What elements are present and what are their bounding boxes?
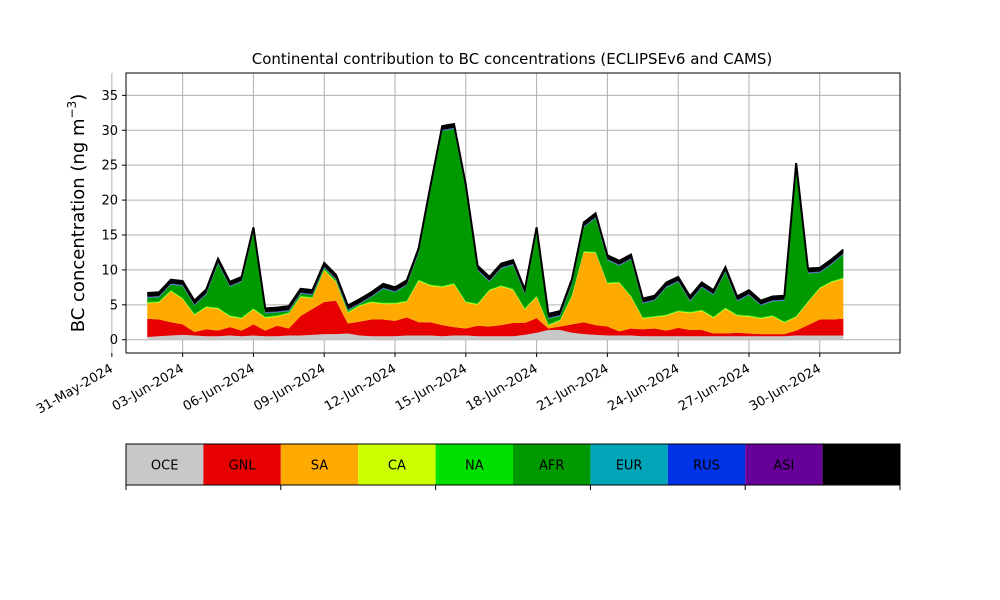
legend-swatch-afr xyxy=(513,444,591,485)
color-legend: OCE GNL SA CA NA AFR EUR RUS ASI AUS xyxy=(125,443,901,490)
x-tick-label: 15-Jun-2024 xyxy=(393,361,470,414)
legend-label: ASI xyxy=(773,459,794,474)
x-tick-label: 24-Jun-2024 xyxy=(605,361,682,414)
legend-label: AUS xyxy=(848,459,875,474)
y-axis-ticks: 0 5 10 15 20 25 30 35 xyxy=(101,89,126,348)
total-outline xyxy=(147,122,845,316)
area-ca xyxy=(147,251,844,326)
y-axis-label: BC concentration (ng m−3) xyxy=(65,94,89,333)
x-tick-label: 31-May-2024 xyxy=(34,361,116,417)
legend-label: EUR xyxy=(616,459,643,474)
x-tick-label: 21-Jun-2024 xyxy=(535,361,612,414)
y-tick-label: 25 xyxy=(101,159,118,174)
legend-swatch-sa xyxy=(280,444,359,485)
x-tick-label: 18-Jun-2024 xyxy=(464,361,541,414)
legend-label: AFR xyxy=(539,459,564,474)
area-sa xyxy=(147,252,844,335)
y-tick-label: 10 xyxy=(101,263,118,278)
area-aus xyxy=(147,123,844,318)
stacked-areas xyxy=(147,122,845,340)
legend-swatch-oce xyxy=(126,444,204,485)
chart-title: Continental contribution to BC concentra… xyxy=(252,50,773,68)
legend-swatch-ca xyxy=(358,444,436,485)
legend-swatch-gnl xyxy=(203,444,281,485)
x-tick-label: 03-Jun-2024 xyxy=(110,361,187,414)
area-na xyxy=(147,251,844,326)
y-axis-label-close: ) xyxy=(68,94,89,101)
y-axis-label-exponent: −3 xyxy=(65,101,79,119)
legend-swatch-aus xyxy=(822,444,900,485)
legend-label: CA xyxy=(388,459,406,474)
x-tick-label: 30-Jun-2024 xyxy=(747,361,824,414)
x-tick-label: 27-Jun-2024 xyxy=(676,361,753,414)
legend-label: OCE xyxy=(151,459,179,474)
x-axis-ticks: 31-May-202403-Jun-202406-Jun-202409-Jun-… xyxy=(34,353,824,417)
area-afr xyxy=(147,128,844,325)
legend-swatch-rus xyxy=(667,444,746,485)
legend-swatch-eur xyxy=(590,444,668,485)
y-tick-label: 0 xyxy=(110,333,118,348)
y-tick-label: 5 xyxy=(110,298,118,313)
legend-label: SA xyxy=(311,459,328,474)
x-tick-label: 09-Jun-2024 xyxy=(251,361,328,414)
legend-label: GNL xyxy=(229,459,257,474)
legend-swatch-na xyxy=(435,444,513,485)
y-tick-label: 35 xyxy=(101,89,118,104)
area-gnl xyxy=(147,300,844,337)
legend-label: NA xyxy=(465,459,484,474)
plot-area: 0 5 10 15 20 25 30 35 31-May-202403-Jun-202406-… xyxy=(34,72,901,417)
y-axis-label-main: BC concentration (ng m xyxy=(68,118,89,332)
area-oce xyxy=(147,329,844,340)
legend-label: RUS xyxy=(693,459,720,474)
x-tick-label: 06-Jun-2024 xyxy=(181,361,258,414)
legend-swatch-asi xyxy=(745,444,823,485)
y-tick-label: 20 xyxy=(101,194,118,209)
y-tick-label: 15 xyxy=(101,228,118,243)
x-tick-label: 12-Jun-2024 xyxy=(322,361,399,414)
plot-frame xyxy=(125,72,901,354)
y-tick-label: 30 xyxy=(101,124,118,139)
legend-frame xyxy=(125,443,901,486)
